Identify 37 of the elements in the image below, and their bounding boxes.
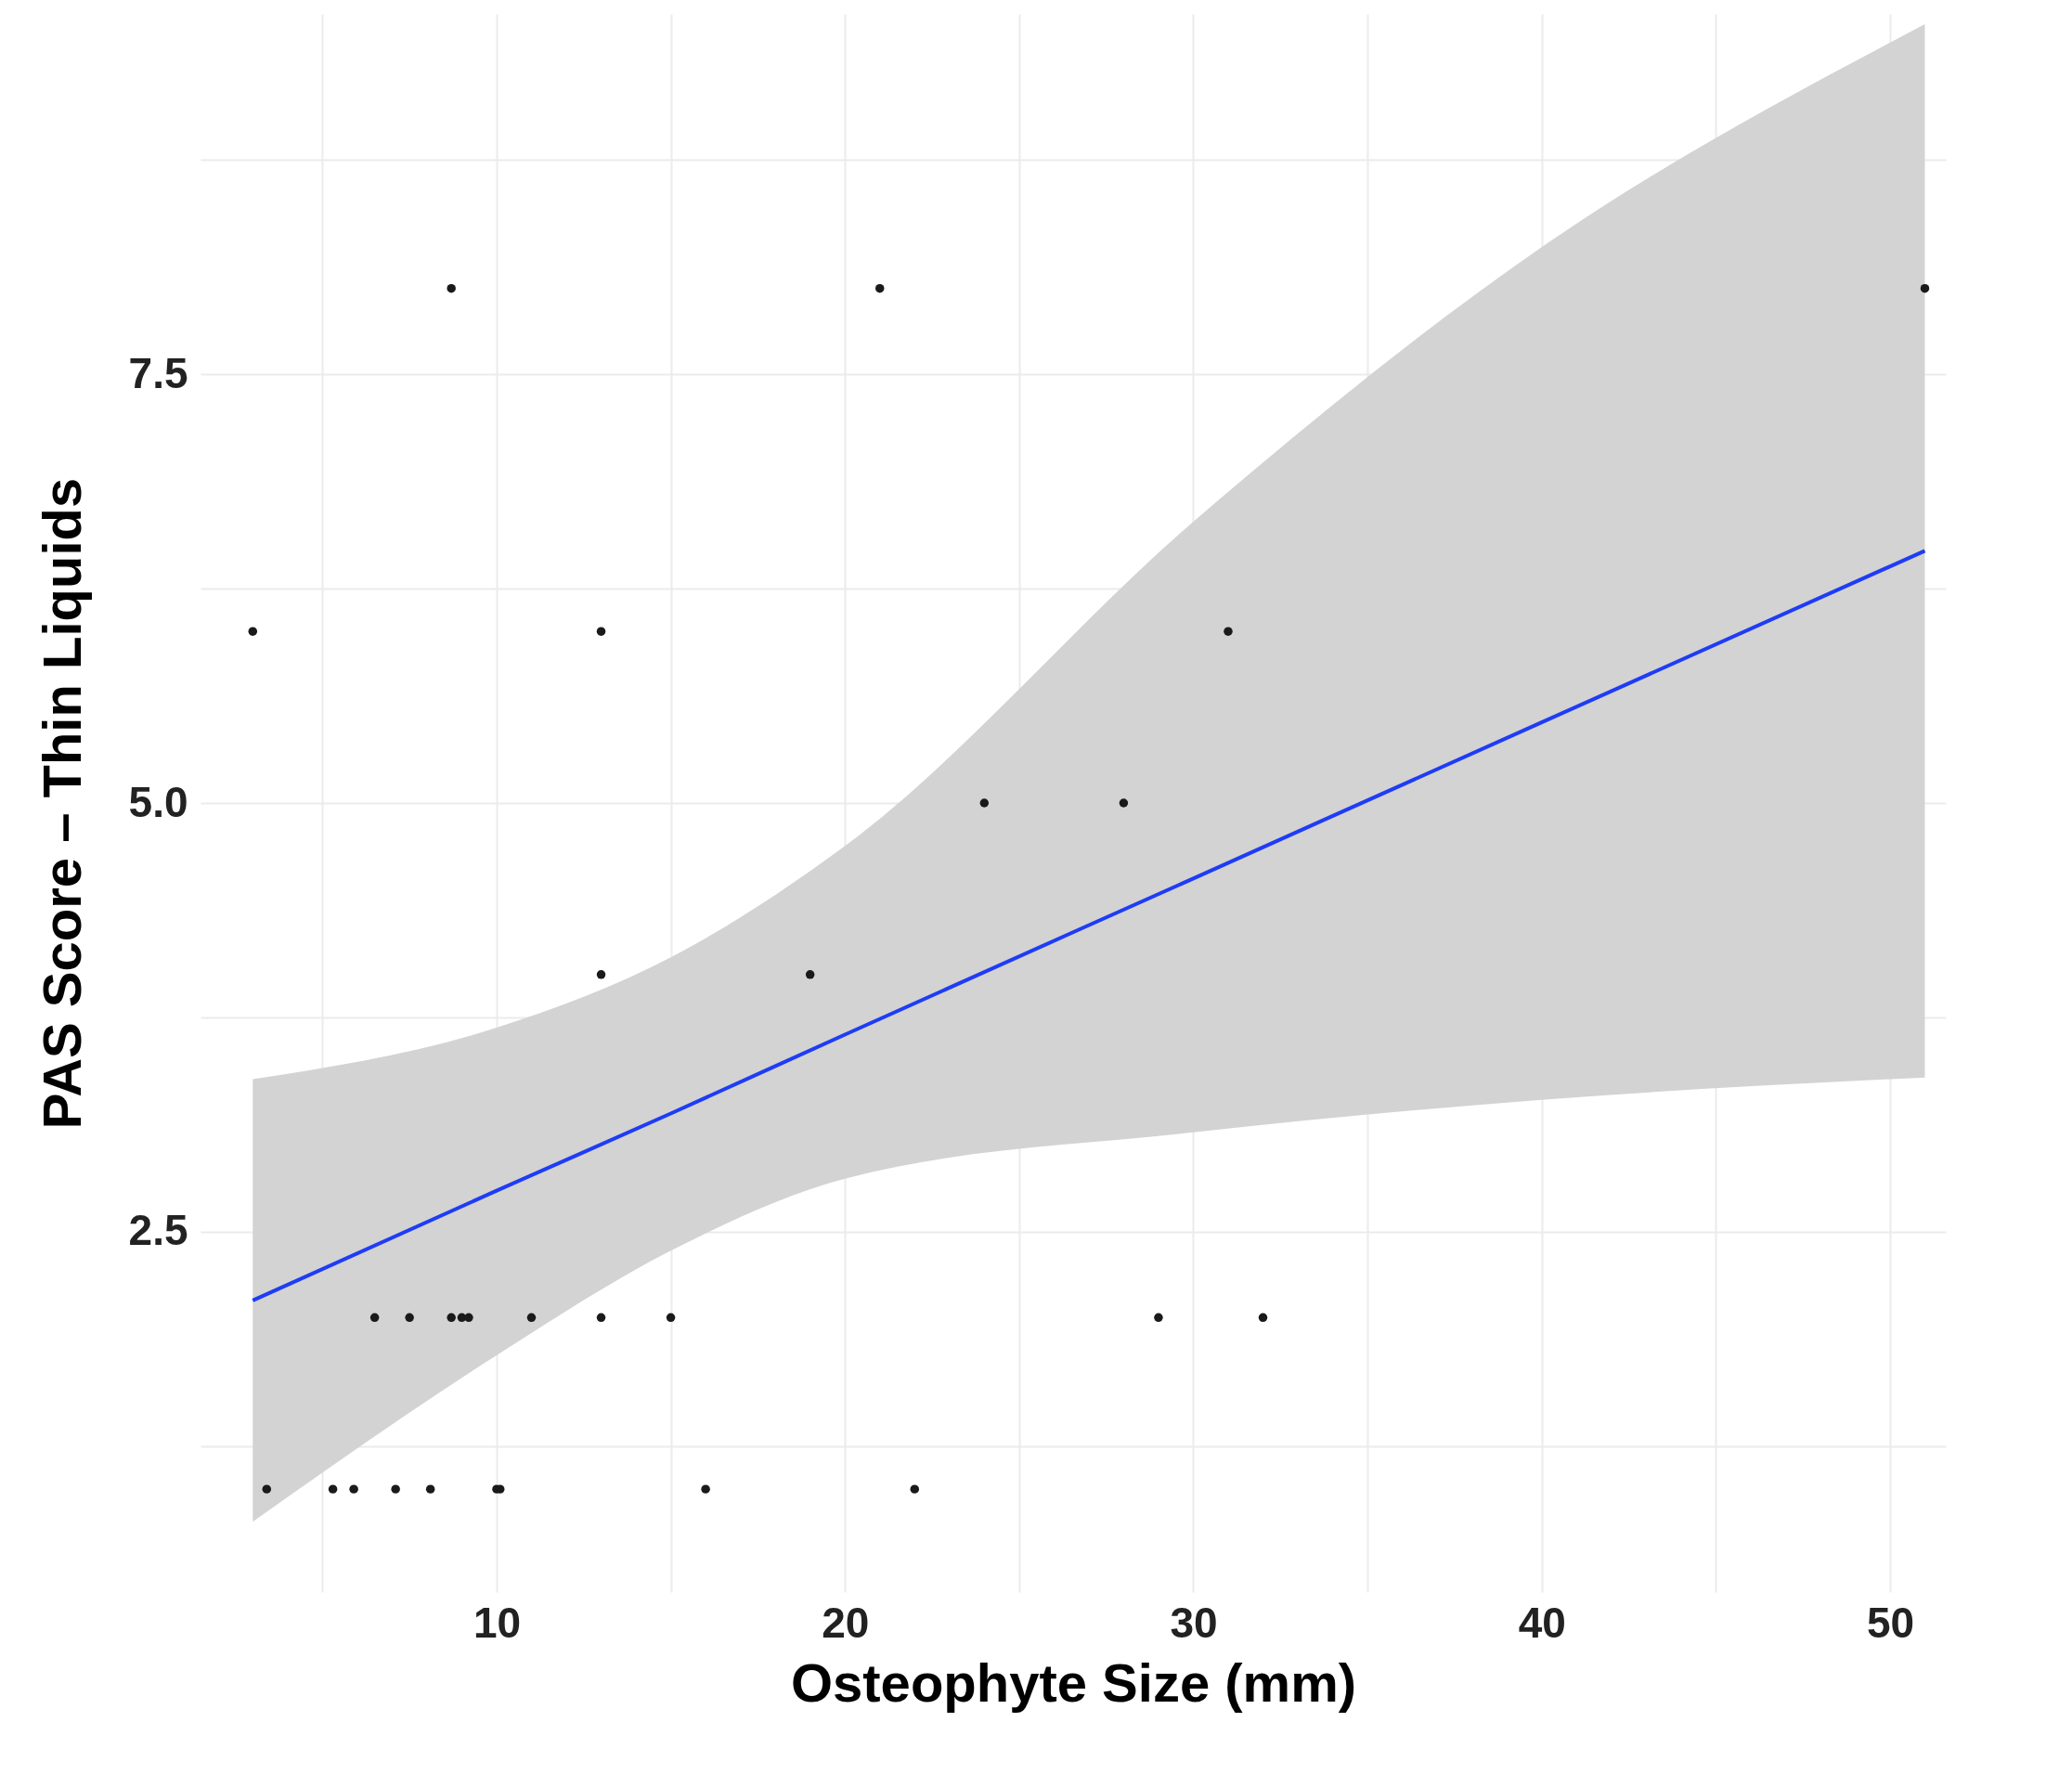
point [805,970,815,979]
point [262,1484,272,1494]
point [1920,283,1930,293]
point [405,1313,414,1323]
point [447,283,456,293]
point [369,1313,380,1323]
x-tick-label: 30 [1170,1598,1218,1647]
point [328,1484,338,1494]
point [391,1484,400,1494]
point [596,627,606,636]
point [1119,798,1129,808]
point [447,1313,456,1323]
point [1258,1313,1268,1323]
point [979,798,990,808]
point [596,970,606,979]
line-series [251,549,1927,1302]
y-tick-label: 7.5 [128,348,188,397]
point [526,1313,537,1323]
point [1154,1313,1163,1323]
y-tick-label: 2.5 [128,1206,188,1255]
point [596,1313,606,1323]
point [666,1313,676,1323]
point [425,1484,435,1494]
point [910,1484,919,1494]
x-tick-label: 40 [1518,1598,1566,1647]
point [464,1313,473,1323]
point [874,283,885,293]
x-tick-label: 20 [822,1598,870,1647]
y-tick-label: 5.0 [128,777,188,826]
y-axis-title: PAS Score – Thin Liquids [31,477,92,1130]
x-axis-title: Osteophyte Size (mm) [790,1651,1357,1713]
point [701,1484,710,1494]
x-tick-label: 10 [473,1598,522,1647]
point [248,627,258,636]
x-tick-label: 50 [1866,1598,1915,1647]
point [1224,627,1233,636]
point [349,1484,358,1494]
